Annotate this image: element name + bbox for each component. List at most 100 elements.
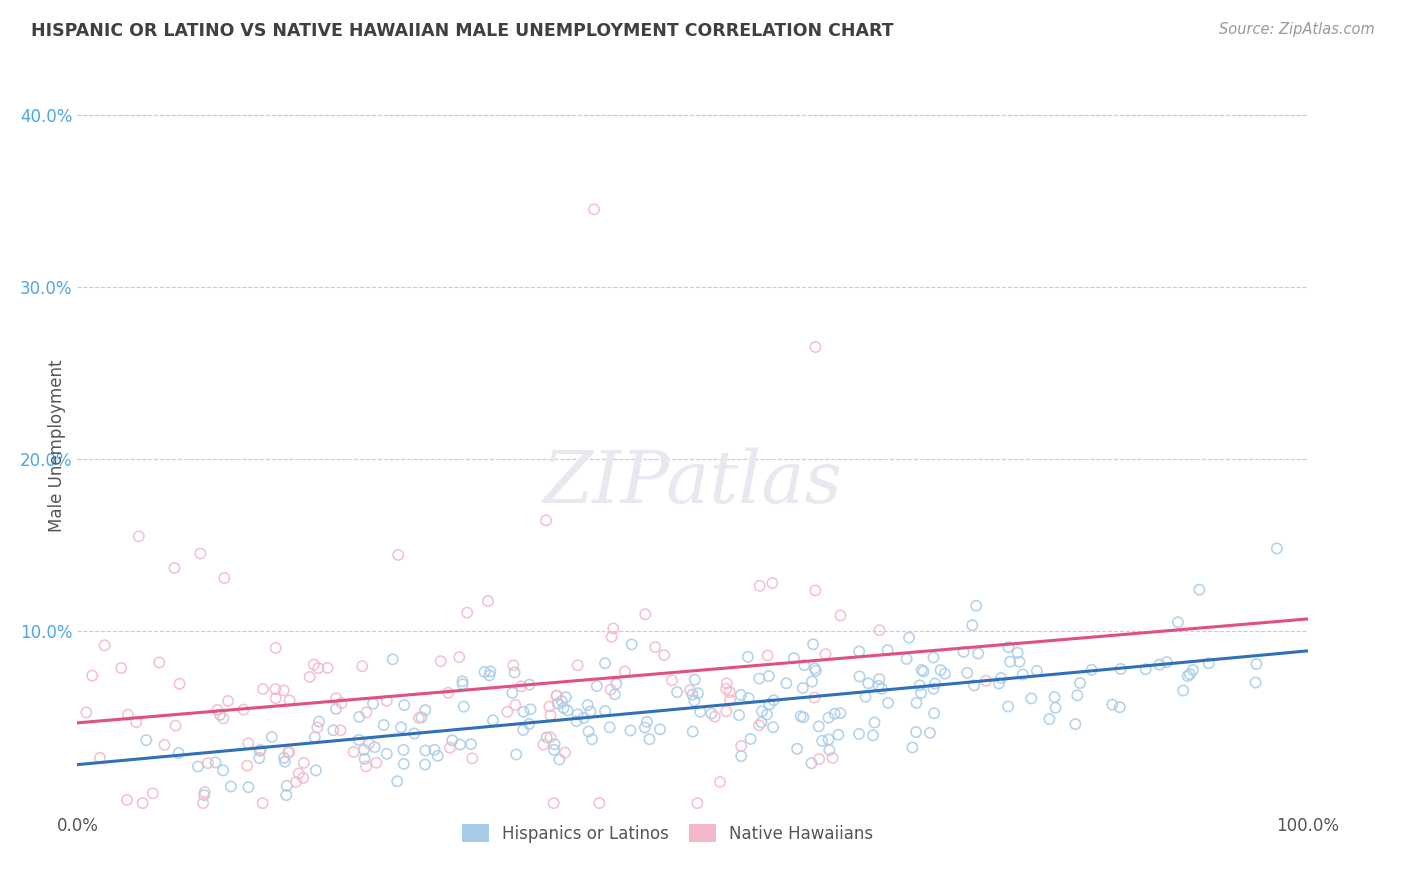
Point bbox=[278, 745, 301, 759]
Point bbox=[305, 764, 328, 778]
Point bbox=[716, 676, 738, 690]
Point bbox=[534, 513, 557, 527]
Point bbox=[910, 686, 932, 700]
Point bbox=[207, 703, 229, 717]
Point bbox=[748, 672, 770, 686]
Point bbox=[392, 743, 415, 757]
Point bbox=[793, 658, 815, 673]
Text: HISPANIC OR LATINO VS NATIVE HAWAIIAN MALE UNEMPLOYMENT CORRELATION CHART: HISPANIC OR LATINO VS NATIVE HAWAIIAN MA… bbox=[31, 22, 894, 40]
Point bbox=[929, 663, 952, 677]
Point bbox=[804, 340, 827, 354]
Point bbox=[115, 793, 138, 807]
Point bbox=[429, 654, 451, 668]
Point bbox=[423, 743, 446, 757]
Point bbox=[600, 630, 623, 644]
Point bbox=[353, 743, 375, 757]
Point bbox=[357, 736, 380, 750]
Point bbox=[451, 674, 474, 689]
Point bbox=[375, 747, 398, 761]
Point bbox=[479, 665, 502, 679]
Point bbox=[191, 796, 214, 810]
Point bbox=[567, 707, 589, 722]
Point bbox=[737, 691, 759, 706]
Point bbox=[373, 718, 395, 732]
Point bbox=[1246, 657, 1268, 671]
Point bbox=[603, 687, 626, 701]
Point bbox=[848, 644, 870, 658]
Point bbox=[449, 738, 471, 752]
Point bbox=[997, 640, 1019, 655]
Point bbox=[387, 548, 409, 562]
Point bbox=[375, 694, 398, 708]
Point bbox=[292, 756, 315, 770]
Point bbox=[934, 666, 956, 681]
Point bbox=[551, 694, 574, 708]
Point bbox=[869, 624, 891, 638]
Point bbox=[264, 691, 287, 706]
Point bbox=[830, 706, 852, 720]
Point bbox=[876, 643, 898, 657]
Point bbox=[652, 648, 675, 662]
Point bbox=[553, 701, 575, 715]
Point bbox=[1108, 700, 1130, 714]
Point bbox=[905, 725, 928, 739]
Point bbox=[411, 710, 433, 724]
Point bbox=[453, 699, 475, 714]
Point bbox=[801, 637, 824, 651]
Point bbox=[277, 745, 299, 759]
Point bbox=[911, 663, 934, 677]
Point bbox=[264, 640, 287, 655]
Point bbox=[666, 685, 689, 699]
Point bbox=[718, 693, 741, 707]
Point bbox=[413, 757, 436, 772]
Point bbox=[686, 796, 709, 810]
Point bbox=[748, 718, 770, 732]
Point bbox=[510, 679, 533, 693]
Point bbox=[751, 715, 773, 730]
Point bbox=[579, 705, 602, 719]
Point bbox=[599, 682, 621, 697]
Point bbox=[366, 756, 388, 770]
Point bbox=[387, 774, 409, 789]
Point bbox=[901, 740, 924, 755]
Point bbox=[474, 665, 496, 679]
Point bbox=[817, 732, 839, 747]
Point bbox=[758, 698, 780, 712]
Point bbox=[276, 788, 298, 802]
Point bbox=[858, 676, 880, 690]
Point bbox=[755, 707, 778, 722]
Point bbox=[877, 696, 900, 710]
Point bbox=[89, 750, 111, 764]
Point bbox=[503, 665, 526, 680]
Point bbox=[482, 714, 505, 728]
Point bbox=[546, 689, 568, 703]
Point bbox=[922, 706, 945, 721]
Point bbox=[1064, 717, 1087, 731]
Point bbox=[1177, 669, 1199, 683]
Point bbox=[478, 668, 501, 682]
Point bbox=[187, 759, 209, 773]
Point bbox=[322, 723, 344, 738]
Point bbox=[135, 733, 157, 747]
Point bbox=[896, 652, 918, 666]
Point bbox=[128, 529, 150, 543]
Point bbox=[169, 677, 191, 691]
Point bbox=[967, 647, 990, 661]
Point bbox=[437, 686, 460, 700]
Point bbox=[252, 681, 274, 696]
Point bbox=[188, 547, 212, 561]
Point bbox=[238, 736, 260, 750]
Point bbox=[868, 679, 890, 693]
Point bbox=[634, 721, 657, 735]
Point bbox=[276, 779, 298, 793]
Point bbox=[683, 673, 706, 687]
Point bbox=[307, 661, 329, 675]
Point bbox=[997, 699, 1019, 714]
Point bbox=[1043, 690, 1066, 704]
Point bbox=[868, 672, 890, 686]
Point bbox=[990, 671, 1012, 685]
Point bbox=[394, 698, 416, 712]
Point bbox=[789, 709, 811, 723]
Y-axis label: Male Unemployment: Male Unemployment bbox=[48, 359, 66, 533]
Point bbox=[817, 711, 839, 725]
